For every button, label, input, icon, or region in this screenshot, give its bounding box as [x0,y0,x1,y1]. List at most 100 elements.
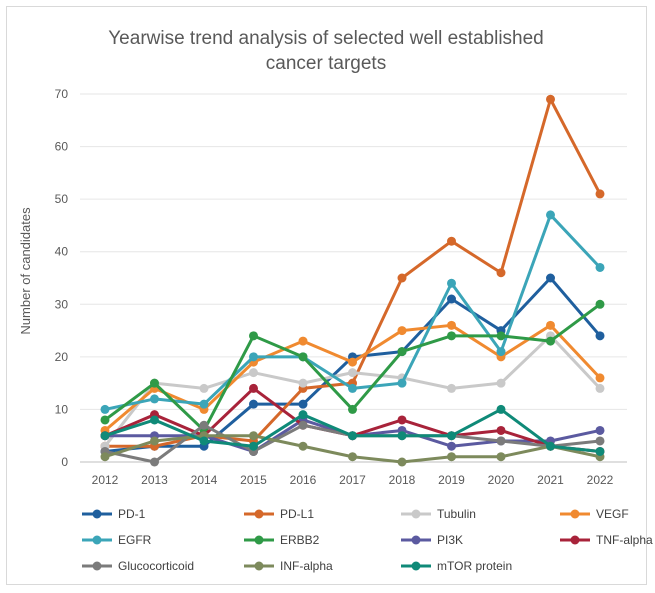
data-point-mtor-protein-2017 [348,431,357,441]
legend-swatch-marker [570,535,580,545]
data-point-tubulin-2020 [496,378,506,388]
series-line-pd-l1 [105,97,602,448]
legend-label: mTOR protein [437,559,512,573]
data-point-inf-alpha-2020 [496,452,506,462]
x-tick-label: 2019 [438,473,465,487]
legend-swatch-marker [254,535,264,545]
legend-item-pi3k: PI3K [401,533,463,547]
legend-label: Glucocorticoid [118,559,194,573]
legend: PD-1 PD-L1 Tubulin VEGF EGFR ERBB2 PI3K TNF-alp… [82,507,653,573]
data-point-erbb2-2012 [100,415,110,425]
legend-item-erbb2: ERBB2 [244,533,320,547]
data-point-pd-1-2021 [546,273,555,283]
data-point-glucocorticoid-2020 [496,436,506,446]
data-point-egfr-2018 [397,378,407,388]
legend-item-vegf: VEGF [560,507,629,521]
data-point-mtor-protein-2014 [199,436,209,446]
data-point-inf-alpha-2017 [348,452,357,462]
legend-item-glucocorticoid: Glucocorticoid [82,559,194,573]
data-point-vegf-2018 [397,326,407,336]
y-tick-label: 0 [61,455,68,469]
legend-label: ERBB2 [280,533,320,547]
data-point-erbb2-2016 [298,352,308,362]
data-point-egfr-2013 [150,394,159,404]
y-tick-label: 70 [55,87,69,101]
legend-swatch-marker [92,509,102,519]
data-point-tnf-alpha-2018 [397,415,407,425]
legend-item-mtor-protein: mTOR protein [401,559,512,573]
legend-label: EGFR [118,533,152,547]
y-tick-label: 60 [55,140,69,154]
legend-label: PI3K [437,533,463,547]
data-point-pi3k-2019 [447,441,456,451]
y-tick-label: 30 [55,297,69,311]
legend-item-egfr: EGFR [82,533,152,547]
legend-item-pd-l1: PD-L1 [244,507,314,521]
x-tick-label: 2014 [191,473,218,487]
legend-item-tnf-alpha: TNF-alpha [560,533,653,547]
y-tick-label: 20 [55,350,69,364]
x-tick-label: 2020 [488,473,515,487]
legend-swatch-marker [92,535,102,545]
legend-label: Tubulin [437,507,476,521]
data-point-mtor-protein-2020 [496,404,506,414]
data-point-erbb2-2017 [348,404,357,414]
data-point-erbb2-2018 [397,347,407,357]
data-point-egfr-2017 [348,383,357,393]
y-axis-ticks: 0 10 20 30 40 50 60 70 [55,87,69,469]
data-point-inf-alpha-2015 [249,431,258,441]
x-tick-label: 2018 [389,473,416,487]
data-point-pd-l1-2019 [447,236,456,246]
series-mtor-protein [100,404,605,456]
legend-swatch-marker [411,535,421,545]
x-tick-label: 2015 [240,473,267,487]
data-point-mtor-protein-2021 [546,441,555,451]
data-point-inf-alpha-2019 [447,452,456,462]
chart-frame [6,6,647,585]
data-point-vegf-2017 [348,357,357,367]
legend-swatch-marker [570,509,580,519]
data-point-tnf-alpha-2015 [249,383,258,393]
data-point-pd-1-2016 [298,399,308,409]
series-line-vegf [104,323,602,432]
data-point-tubulin-2014 [199,383,209,393]
x-tick-label: 2021 [537,473,564,487]
data-point-mtor-protein-2013 [150,415,159,425]
data-point-egfr-2012 [100,404,110,414]
y-tick-label: 50 [55,192,69,206]
data-point-inf-alpha-2018 [397,457,407,467]
data-point-mtor-protein-2018 [397,431,407,441]
data-point-egfr-2020 [496,347,506,357]
series-group [100,94,605,467]
legend-swatch-marker [92,561,102,571]
data-point-egfr-2014 [199,399,209,409]
data-point-glucocorticoid-2016 [298,420,308,430]
legend-swatch-marker [254,561,264,571]
series-erbb2 [100,299,605,435]
data-point-pd-l1-2021 [546,94,555,104]
data-point-egfr-2022 [595,262,605,272]
data-point-mtor-protein-2012 [100,431,110,441]
series-egfr [100,210,605,414]
data-point-tubulin-2022 [595,383,605,393]
legend-item-tubulin: Tubulin [401,507,476,521]
data-point-glucocorticoid-2022 [595,436,605,446]
x-axis-ticks: 2012 2013 2014 2015 2016 2017 2018 2019 2020 2021… [92,473,614,487]
data-point-vegf-2022 [595,373,605,383]
y-tick-label: 40 [55,245,69,259]
data-point-erbb2-2015 [249,331,258,341]
data-point-vegf-2021 [546,320,555,330]
legend-label: PD-1 [118,507,146,521]
legend-item-inf-alpha: INF-alpha [244,559,333,573]
legend-swatch-marker [411,509,421,519]
data-point-mtor-protein-2016 [298,410,308,420]
data-point-inf-alpha-2013 [150,436,159,446]
legend-label: PD-L1 [280,507,314,521]
data-point-pd-1-2019 [447,294,456,304]
chart-title-line-2: cancer targets [266,53,386,74]
data-point-egfr-2019 [447,278,456,288]
legend-label: TNF-alpha [596,533,653,547]
data-point-pd-1-2015 [249,399,258,409]
x-tick-label: 2013 [141,473,168,487]
